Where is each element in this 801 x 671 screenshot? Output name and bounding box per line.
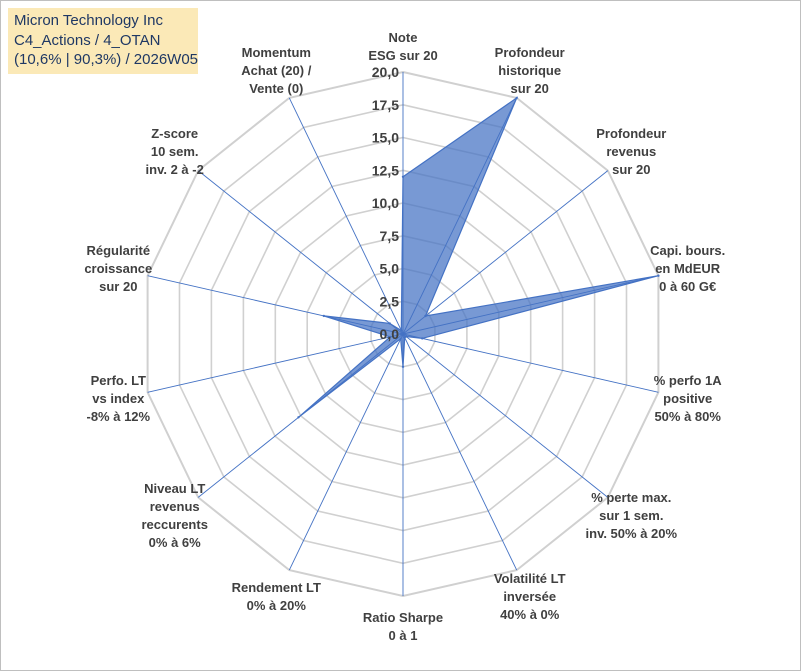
radar-axis-labels: Note ESG sur 20 Profondeur historique sur 20… xyxy=(84,30,725,643)
axis-label-2: Profondeur revenus sur 20 xyxy=(596,126,666,177)
axis-label-3: Capi. bours. en MdEUR 0 à 60 G€ xyxy=(650,243,725,294)
chart-title-box: Micron Technology Inc C4_Actions / 4_OTA… xyxy=(8,8,198,74)
title-line-category: C4_Actions / 4_OTAN xyxy=(14,31,161,49)
axis-label-1: Profondeur historique sur 20 xyxy=(495,45,565,96)
axis-label-7: Ratio Sharpe 0 à 1 xyxy=(363,610,443,643)
axis-spoke-12 xyxy=(197,170,404,335)
axis-spoke-8 xyxy=(288,333,404,571)
tick-label: 5,0 xyxy=(380,261,400,277)
tick-label: 10,0 xyxy=(372,195,399,211)
data-point-1 xyxy=(515,96,518,100)
tick-label: 7,5 xyxy=(380,228,400,244)
tick-label: 15,0 xyxy=(372,130,399,146)
axis-spoke-5 xyxy=(402,333,609,498)
data-point-13 xyxy=(400,329,403,332)
data-point-3 xyxy=(657,274,660,277)
tick-label: 2,5 xyxy=(380,293,400,309)
radar-tick-labels: 0,0 2,5 5,0 7,5 10,0 12,5 15,0 17,5 20,0 xyxy=(372,64,399,342)
tick-label: 20,0 xyxy=(372,64,399,80)
data-point-8 xyxy=(399,337,402,340)
axis-spoke-10 xyxy=(147,333,404,393)
data-point-4 xyxy=(421,337,424,340)
data-point-9 xyxy=(297,416,300,419)
data-point-6 xyxy=(403,336,406,339)
data-point-11 xyxy=(322,314,325,318)
tick-label: 12,5 xyxy=(372,162,399,178)
tick-label: 17,5 xyxy=(372,97,399,113)
title-line-company: Micron Technology Inc xyxy=(14,12,163,29)
radar-series xyxy=(297,96,660,419)
axis-spoke-6 xyxy=(402,333,518,571)
data-point-12 xyxy=(388,322,391,325)
axis-label-13: Momentum Achat (20) / Vente (0) xyxy=(241,45,311,96)
title-line-stats: (10,6% | 90,3%) / 2026W05 xyxy=(14,51,198,68)
axis-spoke-13 xyxy=(288,97,404,335)
data-point-7 xyxy=(401,365,405,368)
axis-spoke-2 xyxy=(402,170,609,335)
series-area xyxy=(298,96,659,418)
tick-label: 0,0 xyxy=(380,326,400,342)
axis-label-11: Régularité croissance sur 20 xyxy=(84,243,152,294)
data-point-10 xyxy=(389,335,392,339)
axis-spoke-4 xyxy=(402,333,659,393)
axis-label-9: Niveau LT revenus reccurents 0% à 6% xyxy=(141,481,207,550)
axis-label-8: Rendement LT 0% à 20% xyxy=(232,580,321,613)
axis-label-0: Note ESG sur 20 xyxy=(368,30,437,63)
data-point-2 xyxy=(424,314,427,318)
axis-label-10: Perfo. LT vs index -8% à 12% xyxy=(87,373,151,424)
axis-label-4: % perfo 1A positive 50% à 80% xyxy=(654,373,723,424)
axis-label-6: Volatilité LT inversée 40% à 0% xyxy=(494,571,566,622)
axis-label-12: Z-score 10 sem. inv. 2 à -2 xyxy=(146,126,204,177)
axis-label-5: % perte max. sur 1 sem. inv. 50% à 20% xyxy=(586,490,678,541)
data-point-0 xyxy=(401,175,405,178)
